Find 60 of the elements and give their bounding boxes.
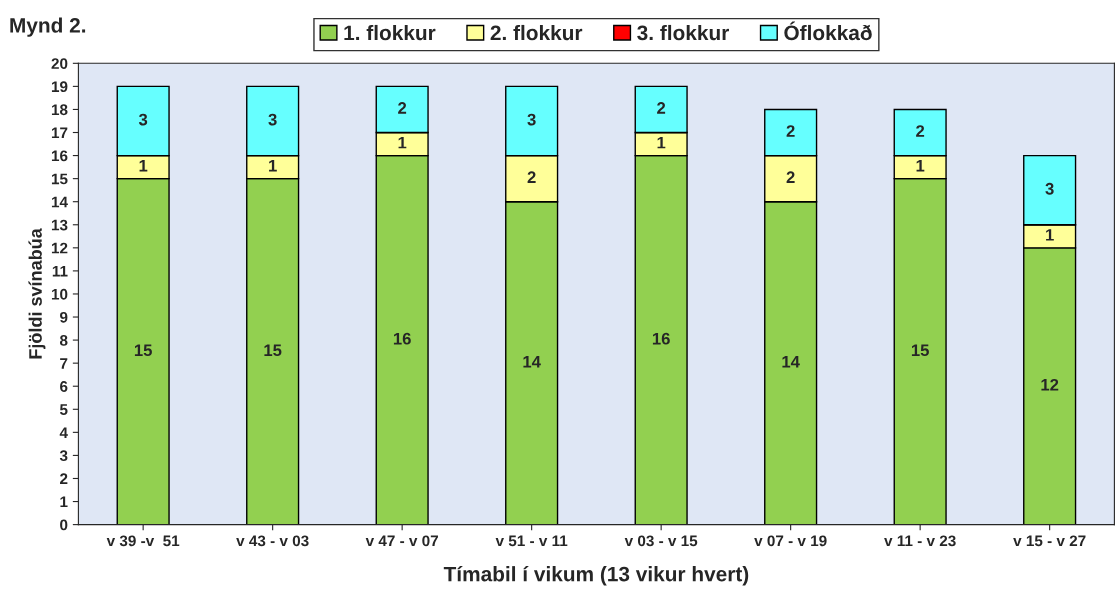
- y-tick-label: 0: [60, 519, 68, 531]
- x-tick-label: v 11 - v 23: [884, 535, 956, 547]
- y-tick-label: 3: [59, 450, 68, 462]
- data-label: 3: [527, 113, 536, 126]
- data-label: 15: [134, 344, 152, 357]
- legend-label: 2. flokkur: [490, 24, 583, 41]
- y-tick-label: 11: [52, 265, 68, 277]
- y-tick-label: 20: [51, 58, 68, 69]
- y-tick-label: 15: [51, 173, 68, 185]
- y-tick-label: 7: [60, 358, 68, 369]
- data-label: 3: [268, 113, 277, 126]
- y-tick-label: 16: [51, 150, 68, 162]
- y-tick-label: 5: [59, 404, 68, 415]
- data-label: 2: [786, 125, 795, 137]
- data-label: 1: [269, 159, 277, 172]
- legend-label: Óflokkað: [784, 21, 872, 41]
- data-label: 3: [138, 113, 148, 126]
- data-label: 1: [139, 159, 148, 172]
- y-tick-label: 1: [60, 496, 68, 508]
- y-tick-label: 18: [51, 104, 68, 116]
- data-label: 16: [393, 332, 411, 345]
- y-tick-label: 13: [51, 219, 68, 231]
- data-label: 16: [652, 332, 670, 345]
- data-label: 3: [1045, 182, 1054, 195]
- y-axis-title: Fjöldi svínabúa: [28, 228, 46, 359]
- data-label: 14: [782, 356, 800, 368]
- legend-label: 1. flokkur: [344, 24, 436, 41]
- x-tick-label: v 15 - v 27: [1013, 535, 1086, 547]
- data-label: 1: [1046, 229, 1054, 241]
- data-label: 1: [657, 136, 666, 149]
- data-label: 2: [527, 171, 536, 183]
- data-label: 12: [1041, 378, 1059, 391]
- x-tick-label: v 07 - v 19: [754, 535, 827, 547]
- data-label: 2: [786, 171, 795, 183]
- data-label: 15: [911, 344, 929, 357]
- y-tick-label: 17: [51, 127, 68, 139]
- x-tick-label: v 39 -v 51: [106, 535, 180, 547]
- y-tick-label: 9: [60, 311, 68, 323]
- y-tick-label: 19: [51, 81, 68, 93]
- data-label: 14: [523, 356, 541, 368]
- data-label: 15: [264, 344, 282, 357]
- data-label: 2: [916, 125, 925, 137]
- x-tick-label: v 51 - v 11: [495, 535, 568, 547]
- y-tick-label: 2: [60, 473, 68, 485]
- y-tick-label: 8: [59, 334, 68, 346]
- x-axis-title: Tímabil í vikum (13 vikur hvert): [443, 565, 749, 586]
- data-label: 1: [398, 136, 407, 149]
- x-tick-label: v 47 - v 07: [365, 535, 439, 547]
- legend-label: 3. flokkur: [637, 24, 729, 41]
- y-tick-label: 12: [51, 242, 68, 254]
- data-label: 1: [916, 159, 925, 172]
- x-tick-label: v 43 - v 03: [236, 535, 309, 547]
- data-label: 2: [657, 102, 666, 114]
- data-label: 2: [398, 102, 407, 114]
- chart-title: Mynd 2.: [10, 17, 86, 37]
- y-tick-label: 4: [59, 427, 68, 438]
- y-tick-label: 6: [60, 381, 68, 392]
- y-tick-label: 14: [51, 196, 68, 208]
- y-tick-label: 10: [51, 288, 68, 300]
- x-tick-label: v 03 - v 15: [624, 535, 698, 547]
